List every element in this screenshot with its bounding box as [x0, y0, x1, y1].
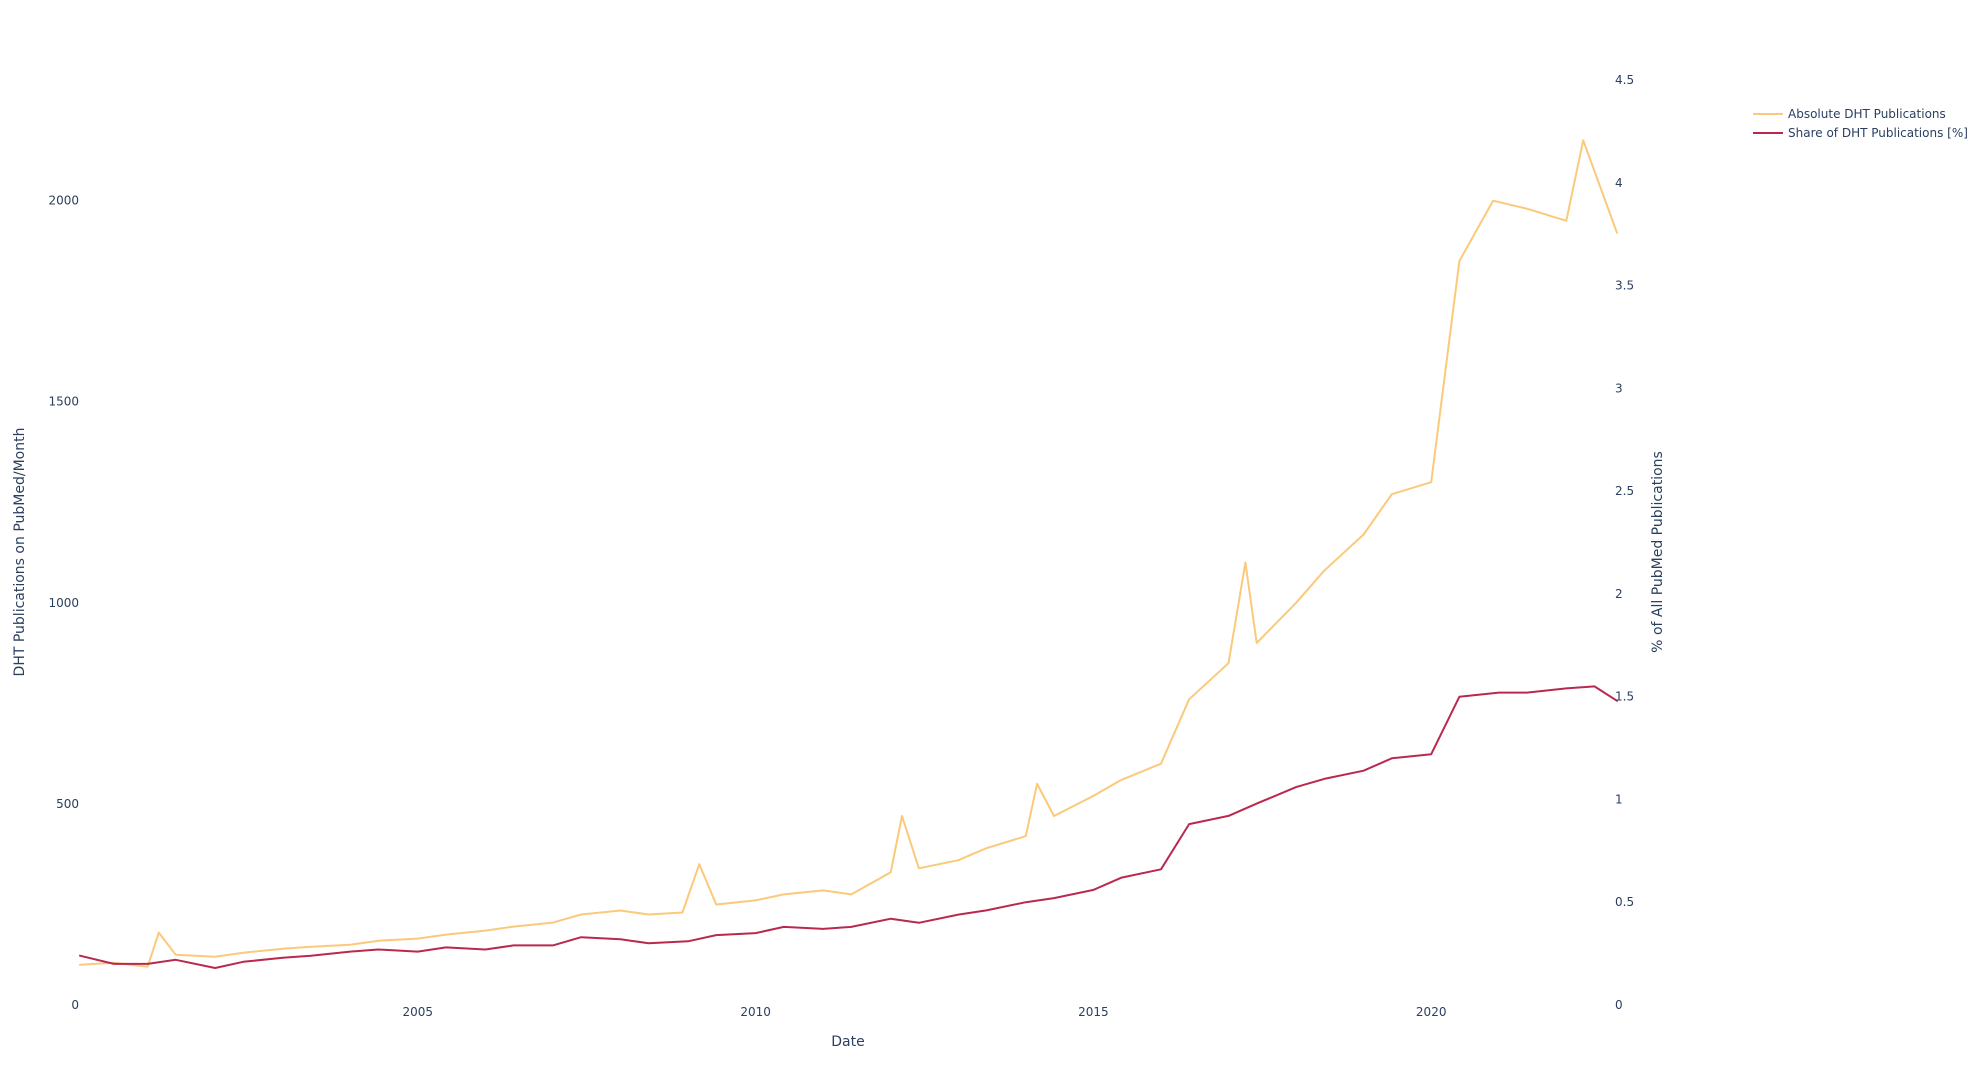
y-axis-left: 0 500 1000 1500 2000 [48, 194, 79, 1012]
y-right-tick-label-1: 0.5 [1615, 895, 1634, 909]
series-line-1 [79, 685, 1618, 969]
plot-area [79, 139, 1618, 969]
legend-item-absolute[interactable]: Absolute DHT Publications [1753, 107, 1946, 121]
y-left-tick-label-4: 2000 [48, 194, 79, 208]
y-left-tick-label-3: 1500 [48, 395, 79, 409]
x-tick-label-0: 2005 [403, 1005, 434, 1019]
x-tick-label-2: 2015 [1078, 1005, 1109, 1019]
y-right-tick-label-7: 3.5 [1615, 279, 1634, 293]
y-right-tick-label-8: 4 [1615, 176, 1623, 190]
x-axis-title: Date [831, 1034, 864, 1050]
y-right-tick-label-4: 2 [1615, 587, 1623, 601]
y-left-tick-label-0: 0 [71, 998, 79, 1012]
y-right-tick-label-6: 3 [1615, 381, 1623, 395]
y-left-tick-label-2: 1000 [48, 596, 79, 610]
legend-label-absolute: Absolute DHT Publications [1788, 107, 1946, 121]
y-axis-right: 0 0.5 1 1.5 2 2.5 3 3.5 4 4.5 [1615, 73, 1634, 1012]
legend-label-share: Share of DHT Publications [%] [1788, 126, 1968, 140]
series-line-0 [79, 139, 1618, 968]
legend: Absolute DHT Publications Share of DHT P… [1753, 107, 1968, 140]
y-axis-left-title: DHT Publications on PubMed/Month [12, 428, 28, 677]
x-tick-label-1: 2010 [740, 1005, 771, 1019]
x-axis: 2005 2010 2015 2020 [403, 1005, 1447, 1019]
y-axis-right-title: % of All PubMed Publications [1650, 451, 1666, 653]
y-right-tick-label-2: 1 [1615, 792, 1623, 806]
y-right-tick-label-3: 1.5 [1615, 690, 1634, 704]
y-right-tick-label-9: 4.5 [1615, 73, 1634, 87]
y-right-tick-label-5: 2.5 [1615, 484, 1634, 498]
y-right-tick-label-0: 0 [1615, 998, 1623, 1012]
legend-item-share[interactable]: Share of DHT Publications [%] [1753, 126, 1968, 140]
y-left-tick-label-1: 500 [56, 797, 79, 811]
x-tick-label-3: 2020 [1416, 1005, 1447, 1019]
